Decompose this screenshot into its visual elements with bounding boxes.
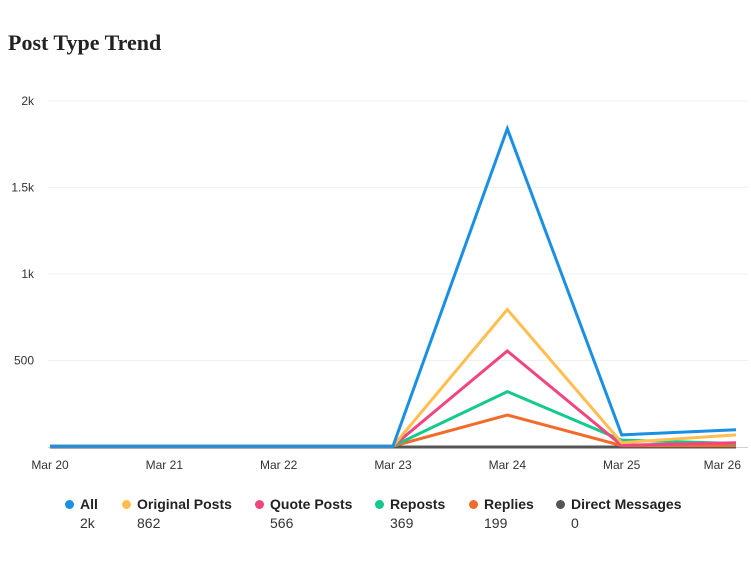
legend-label: Quote Posts — [270, 496, 353, 512]
legend-item-original-posts[interactable]: Original Posts 862 — [122, 496, 255, 531]
series-lines — [50, 124, 737, 449]
legend-total: 2k — [80, 515, 95, 531]
y-axis-ticks: 2k 1.5k 1k 500 — [11, 94, 35, 368]
series-line-quote-posts[interactable] — [50, 349, 737, 448]
x-tick-label: Mar 21 — [146, 458, 184, 472]
x-axis-ticks: Mar 20 Mar 21 Mar 22 Mar 23 Mar 24 Mar 25 Mar … — [31, 458, 741, 472]
chart-title: Post Type Trend — [8, 30, 162, 55]
legend-label: Original Posts — [137, 496, 232, 512]
legend-item-all[interactable]: All 2k — [65, 496, 122, 531]
legend-label: Replies — [484, 496, 534, 512]
y-tick-label: 1k — [21, 267, 35, 281]
legend-item-reposts[interactable]: Reposts 369 — [375, 496, 469, 531]
legend-total: 0 — [571, 515, 579, 531]
series-line-all[interactable] — [50, 124, 737, 448]
legend-item-direct-messages[interactable]: Direct Messages 0 — [556, 496, 696, 531]
y-tick-label: 2k — [21, 94, 35, 108]
x-tick-label: Mar 22 — [260, 458, 298, 472]
legend-dot-icon — [469, 499, 478, 509]
series-line-original-posts[interactable] — [50, 307, 737, 448]
legend: All 2k Original Posts 862 Quote Posts 56… — [65, 496, 696, 531]
legend-dot-icon — [556, 499, 565, 509]
legend-dot-icon — [122, 499, 131, 509]
legend-total: 566 — [270, 515, 294, 531]
legend-item-quote-posts[interactable]: Quote Posts 566 — [255, 496, 375, 531]
legend-total: 199 — [484, 515, 508, 531]
x-tick-label: Mar 23 — [374, 458, 412, 472]
legend-dot-icon — [255, 499, 264, 509]
legend-label: Reposts — [390, 496, 446, 512]
gridlines — [48, 100, 748, 448]
legend-label: All — [80, 496, 98, 512]
legend-total: 369 — [390, 515, 414, 531]
legend-item-replies[interactable]: Replies 199 — [469, 496, 556, 531]
legend-dot-icon — [375, 499, 384, 509]
series-line-reposts[interactable] — [50, 389, 737, 448]
y-tick-label: 500 — [14, 354, 34, 368]
x-tick-label: Mar 20 — [31, 458, 69, 472]
x-tick-label: Mar 25 — [603, 458, 641, 472]
x-tick-label: Mar 26 — [704, 458, 742, 472]
legend-dot-icon — [65, 499, 74, 509]
legend-total: 862 — [137, 515, 161, 531]
legend-label: Direct Messages — [571, 496, 682, 512]
x-tick-label: Mar 24 — [489, 458, 527, 472]
y-tick-label: 1.5k — [11, 181, 35, 195]
